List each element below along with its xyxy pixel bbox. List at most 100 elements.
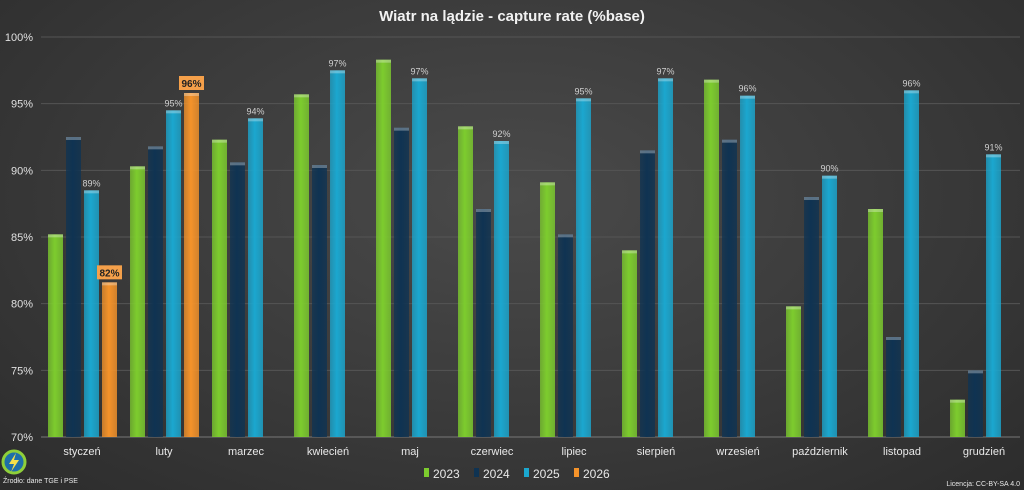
- bar-cap: [986, 154, 1001, 158]
- bar-2023-październik: [786, 306, 801, 437]
- bar-cap: [622, 250, 637, 254]
- data-label: 94%: [246, 106, 264, 116]
- legend-label: 2023: [433, 467, 460, 481]
- bar-2023-lipiec: [540, 182, 555, 437]
- bar-cap: [212, 139, 227, 143]
- x-tick-label: grudzień: [963, 446, 1005, 458]
- bar-2024-marzec: [230, 162, 245, 438]
- bar-2023-luty: [130, 166, 145, 438]
- bar-cap: [166, 110, 181, 114]
- x-tick-label: kwiecień: [307, 446, 349, 458]
- bar-2023-styczeń: [48, 234, 63, 437]
- x-tick-label: sierpień: [637, 446, 676, 458]
- legend-swatch-2026: [574, 468, 579, 477]
- data-label: 82%: [99, 268, 119, 279]
- bar-2026-luty: [184, 93, 199, 437]
- bar-cap: [740, 95, 755, 99]
- bar-2023-kwiecień: [294, 94, 309, 437]
- bar-2025-wrzesień: [740, 95, 755, 438]
- data-label: 91%: [984, 142, 1002, 152]
- data-label: 95%: [574, 86, 592, 96]
- bar-2024-czerwiec: [476, 209, 491, 437]
- x-tick-label: lipiec: [561, 446, 587, 458]
- y-tick-label: 90%: [11, 165, 33, 177]
- bar-cap: [804, 197, 819, 200]
- bar-cap: [376, 59, 391, 63]
- data-label: 96%: [181, 79, 201, 90]
- bar-2025-czerwiec: [494, 141, 509, 437]
- bar-2024-wrzesień: [722, 139, 737, 437]
- bar-cap: [904, 90, 919, 94]
- y-tick-label: 100%: [5, 32, 33, 44]
- logo: [1, 449, 27, 475]
- bar-2024-luty: [148, 146, 163, 438]
- data-label: 95%: [164, 98, 182, 108]
- bar-2023-czerwiec: [458, 126, 473, 437]
- data-label: 96%: [738, 84, 756, 94]
- bar-cap: [868, 209, 883, 212]
- bar-cap: [722, 139, 737, 143]
- bar-cap: [312, 165, 327, 168]
- y-tick-label: 70%: [11, 432, 33, 444]
- bar-cap: [950, 399, 965, 403]
- x-tick-label: czerwiec: [471, 446, 514, 458]
- x-tick-label: wrzesień: [715, 446, 759, 458]
- bar-2023-listopad: [868, 209, 883, 437]
- data-label: 89%: [82, 178, 100, 188]
- y-tick-label: 95%: [11, 99, 33, 111]
- data-label-box: [179, 76, 204, 90]
- y-tick-label: 80%: [11, 299, 33, 311]
- bar-2025-marzec: [248, 118, 263, 437]
- bar-cap: [294, 94, 309, 98]
- bar-cap: [476, 209, 491, 212]
- bar-cap: [248, 118, 263, 122]
- legend-label: 2025: [533, 467, 560, 481]
- bar-cap: [184, 93, 199, 96]
- data-label: 90%: [820, 164, 838, 174]
- bar-cap: [412, 78, 427, 82]
- bar-2024-październik: [804, 197, 819, 437]
- bar-cap: [540, 182, 555, 186]
- bar-cap: [822, 175, 837, 179]
- bar-cap: [458, 126, 473, 130]
- legend-swatch-2024: [474, 468, 479, 477]
- y-tick-label: 85%: [11, 232, 33, 244]
- bar-cap: [66, 137, 81, 140]
- data-label-box: [97, 265, 122, 280]
- source-note: Źrodło: dane TGE i PSE: [3, 476, 78, 485]
- legend: 2023 2024 2025 2026: [424, 467, 610, 481]
- x-tick-label: marzec: [228, 446, 265, 458]
- bar-cap: [640, 150, 655, 154]
- bar-2024-lipiec: [558, 234, 573, 437]
- x-tick-label: październik: [792, 446, 848, 458]
- bars: 89% 82% 95% 96% 94% 97% 97% 92% 95% 97% 96% 90% 96% 9…: [48, 58, 1003, 438]
- bar-2024-kwiecień: [312, 165, 327, 437]
- bar-2023-grudzień: [950, 399, 965, 437]
- bar-2023-wrzesień: [704, 79, 719, 438]
- x-tick-label: luty: [155, 446, 173, 458]
- bar-2025-lipiec: [576, 98, 591, 437]
- bar-cap: [968, 370, 983, 374]
- data-label: 96%: [902, 78, 920, 88]
- bar-cap: [102, 282, 117, 286]
- bar-2023-marzec: [212, 139, 227, 437]
- bar-cap: [330, 70, 345, 74]
- bar-cap: [394, 127, 409, 131]
- gridlines: [41, 36, 1020, 438]
- x-axis-ticks: styczeń luty marzec kwiecień maj czerwiec lipi…: [63, 446, 1005, 458]
- bar-cap: [558, 234, 573, 238]
- bar-cap: [48, 234, 63, 238]
- bar-2025-luty: [166, 110, 181, 437]
- bar-cap: [130, 166, 145, 170]
- legend-swatch-2023: [424, 468, 429, 477]
- data-label: 97%: [328, 58, 346, 68]
- bar-2025-grudzień: [986, 154, 1001, 438]
- y-axis-ticks: 70% 75% 80% 85% 90% 95% 100%: [5, 32, 33, 444]
- bar-2025-sierpień: [658, 78, 673, 437]
- bar-2025-listopad: [904, 90, 919, 437]
- data-label: 97%: [656, 66, 674, 76]
- x-tick-label: listopad: [883, 446, 921, 458]
- x-tick-label: maj: [401, 446, 419, 458]
- bar-2024-styczeń: [66, 137, 81, 437]
